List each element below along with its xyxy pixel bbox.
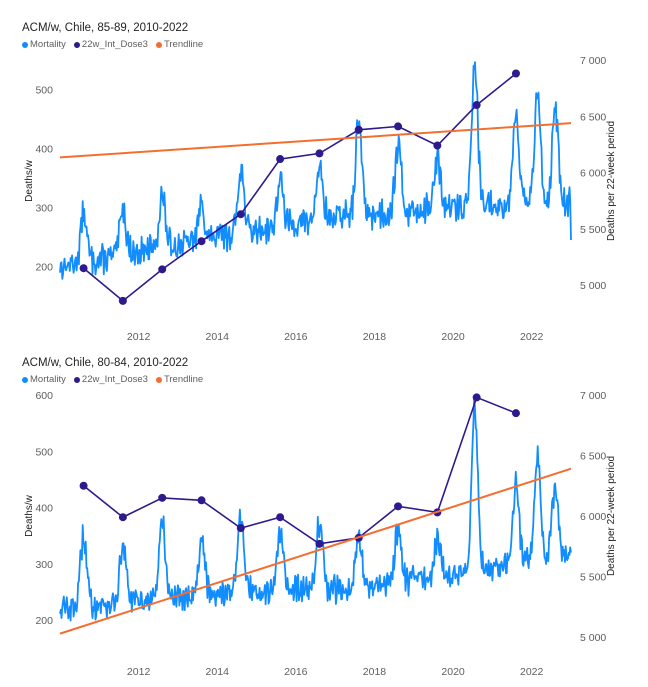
y2-tick-label: 5 500 (580, 224, 606, 236)
dose3-point[interactable] (79, 264, 88, 273)
y2-tick-label: 7 000 (580, 55, 606, 67)
legend-label: Mortality (30, 39, 66, 50)
dose3-point[interactable] (394, 122, 403, 131)
y-axis-label: Deaths/w (24, 494, 35, 536)
y2-tick-label: 6 000 (580, 511, 606, 523)
x-tick-label: 2016 (284, 331, 308, 343)
y-tick-label: 500 (35, 85, 53, 97)
legend-label: 22w_Int_Dose3 (81, 374, 148, 385)
chart-plot-area: 2012 2014 2016 2018 2020 2022 200 300 400 500 5 00… (24, 55, 617, 343)
legend-item-mortality[interactable]: Mortality (22, 374, 66, 385)
x-tick-label: 2012 (127, 666, 151, 678)
legend-item-trendline[interactable]: Trendline (155, 374, 204, 385)
y2-tick-label: 5 000 (580, 280, 606, 292)
x-tick-label: 2022 (520, 666, 544, 678)
y-tick-label: 400 (35, 503, 53, 515)
legend-marker-trendline (155, 376, 162, 383)
y2-axis-label: Deaths per 22-week period (606, 456, 617, 576)
dose3-point[interactable] (79, 481, 88, 490)
dose3-point[interactable] (236, 210, 245, 219)
x-tick-label: 2016 (284, 666, 308, 678)
chart-panel-80-84: ACM/w, Chile, 80-84, 2010-2022 Mortality… (0, 357, 648, 687)
legend-label: 22w_Int_Dose3 (81, 39, 148, 50)
x-tick-label: 2014 (206, 666, 230, 678)
legend-item-dose3[interactable]: 22w_Int_Dose3 (73, 374, 148, 385)
series-line-dose3 (83, 72, 517, 302)
x-tick-label: 2018 (363, 666, 387, 678)
y2-tick-label: 6 000 (580, 168, 606, 180)
y2-tick-label: 6 500 (580, 451, 606, 463)
y-tick-label: 400 (35, 144, 53, 156)
dose3-point[interactable] (315, 149, 324, 158)
x-tick-label: 2012 (127, 331, 151, 343)
dose3-point[interactable] (276, 513, 285, 522)
dose3-point[interactable] (433, 141, 442, 150)
y2-tick-label: 6 500 (580, 111, 606, 123)
y-tick-label: 300 (35, 559, 53, 571)
y2-tick-label: 7 000 (580, 390, 606, 402)
x-tick-label: 2020 (441, 331, 465, 343)
chart-plot-area: 2012 2014 2016 2018 2020 2022 200 300 400 500 600 5… (24, 390, 617, 678)
y2-tick-label: 5 500 (580, 572, 606, 584)
y-tick-label: 200 (35, 615, 53, 627)
dose3-point[interactable] (158, 265, 167, 274)
x-tick-label: 2020 (441, 666, 465, 678)
dose3-point[interactable] (118, 296, 127, 305)
series-line-trendline (59, 122, 572, 159)
legend-marker-mortality (22, 376, 28, 383)
dose3-point[interactable] (394, 502, 403, 511)
y-axis-label: Deaths/w (24, 159, 35, 201)
y2-axis-label: Deaths per 22-week period (606, 121, 617, 241)
legend-item-dose3[interactable]: 22w_Int_Dose3 (73, 39, 148, 50)
legend-marker-dose3 (73, 376, 80, 383)
series-line-mortality (59, 61, 572, 280)
dose3-point[interactable] (158, 493, 167, 502)
chart-legend: Mortality 22w_Int_Dose3 Trendline (22, 374, 203, 385)
y-tick-label: 200 (35, 262, 53, 274)
y-tick-label: 300 (35, 203, 53, 215)
y2-tick-label: 5 000 (580, 632, 606, 644)
legend-item-mortality[interactable]: Mortality (22, 39, 66, 50)
chart-title: ACM/w, Chile, 85-89, 2010-2022 (22, 22, 189, 34)
series-line-trendline (59, 467, 572, 635)
dose3-point[interactable] (276, 155, 285, 164)
x-tick-label: 2018 (363, 331, 387, 343)
x-tick-label: 2014 (206, 331, 230, 343)
series-line-mortality (59, 395, 572, 622)
chart-panel-85-89: ACM/w, Chile, 85-89, 2010-2022 Mortality… (0, 22, 648, 352)
dose3-point[interactable] (472, 393, 481, 402)
dose3-point[interactable] (472, 101, 481, 110)
y-tick-label: 500 (35, 446, 53, 458)
legend-marker-mortality (22, 41, 28, 48)
series-line-dose3 (83, 396, 517, 545)
legend-label: Mortality (30, 374, 66, 385)
legend-label: Trendline (163, 39, 204, 50)
chart-legend: Mortality 22w_Int_Dose3 Trendline (22, 39, 203, 50)
dose3-point[interactable] (511, 69, 520, 78)
dose3-point[interactable] (118, 513, 127, 522)
dose3-point[interactable] (354, 125, 363, 134)
dose3-point[interactable] (315, 539, 324, 548)
dose3-point[interactable] (511, 409, 520, 418)
dose3-point[interactable] (197, 496, 206, 505)
dose3-point[interactable] (197, 237, 206, 246)
legend-marker-trendline (155, 41, 162, 48)
y-tick-label: 600 (35, 390, 53, 402)
legend-item-trendline[interactable]: Trendline (155, 39, 204, 50)
legend-marker-dose3 (73, 41, 80, 48)
x-tick-label: 2022 (520, 331, 544, 343)
dose3-point[interactable] (236, 524, 245, 533)
chart-title: ACM/w, Chile, 80-84, 2010-2022 (22, 357, 189, 369)
legend-label: Trendline (163, 374, 204, 385)
